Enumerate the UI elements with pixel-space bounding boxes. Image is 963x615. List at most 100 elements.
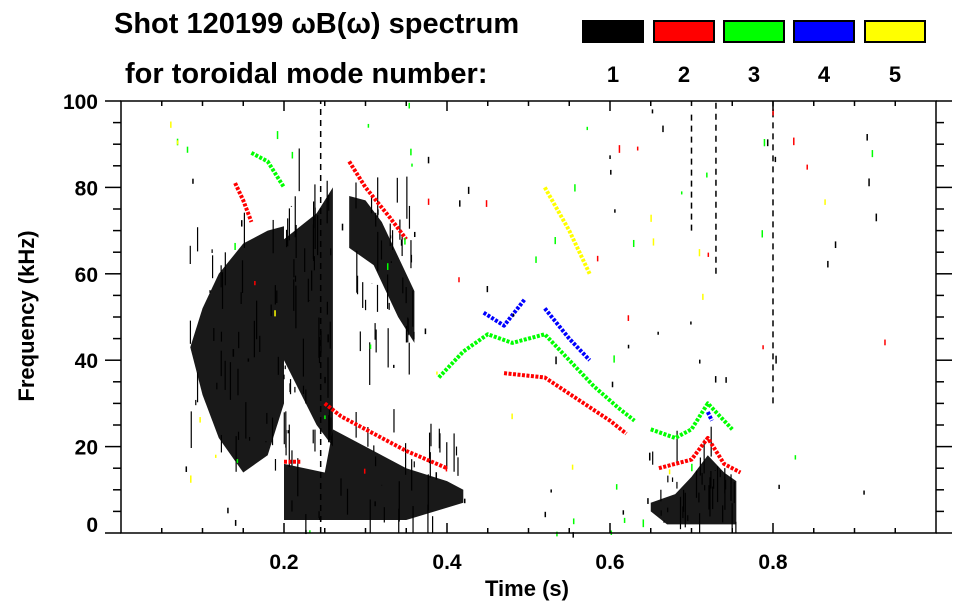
legend-label-mode-2: 2	[677, 62, 691, 87]
y-tick-label: 20	[75, 437, 98, 460]
mode-1-speckle	[185, 466, 188, 472]
mode-1-speckle	[324, 376, 326, 384]
mode-2-speckle	[254, 281, 256, 286]
y-tick-label: 40	[75, 350, 98, 373]
mode-3-speckle	[763, 138, 766, 147]
mode-3-speckle	[410, 148, 412, 156]
mode-5-speckle	[698, 249, 701, 257]
legend-swatch-mode-1	[582, 20, 644, 43]
mode-1-speckle	[240, 220, 243, 227]
mode-4-line	[705, 411, 714, 422]
mode-1-speckle	[648, 452, 651, 461]
mode-2-speckle	[707, 252, 710, 257]
mode-5-line	[543, 186, 592, 275]
mode-2-speckle	[485, 200, 488, 207]
mode-1-speckle	[657, 331, 659, 335]
mode-3-speckle	[367, 123, 370, 128]
mode-1-speckle	[247, 358, 250, 362]
mode-1-speckle	[393, 364, 395, 368]
mode-2-speckle	[884, 339, 886, 346]
mode-3-speckle	[642, 519, 645, 528]
mode-3-speckle	[623, 517, 626, 523]
mode-1-speckle	[863, 490, 865, 495]
x-tick-label: 0.2	[269, 551, 298, 574]
y-tick-label: 60	[75, 264, 98, 287]
mode-3-speckle	[309, 530, 311, 534]
mode-1-speckle	[774, 156, 777, 163]
legend-label-mode-5: 5	[888, 62, 902, 87]
y-tick-label: 80	[75, 177, 98, 200]
mode-1-speckle	[467, 186, 470, 194]
mode-1-speckle	[775, 355, 777, 364]
x-tick-label: 0.6	[595, 551, 624, 574]
mode-3-speckle	[535, 256, 537, 263]
x-tick-label: 0.4	[432, 551, 462, 574]
mode-1-speckle	[283, 374, 285, 380]
legend-swatch-mode-2	[653, 20, 715, 43]
mode-1-speckle	[327, 334, 329, 343]
mode-3-speckle	[632, 239, 635, 248]
chart-title: Shot 120199 ωB(ω) spectrum	[114, 8, 520, 40]
mode-3-speckle	[411, 163, 413, 167]
legend-label-mode-4: 4	[817, 62, 831, 87]
mode-5-speckle	[511, 413, 513, 420]
legend-label-mode-1: 1	[606, 62, 620, 87]
mode-3-speckle	[369, 344, 372, 349]
mode-1-speckle	[234, 519, 237, 526]
mode-3-speckle	[680, 191, 683, 195]
mode-3-line	[250, 151, 286, 189]
mode-2-speckle	[596, 255, 599, 262]
mode-3-speckle	[236, 459, 239, 463]
mode-1-speckle	[609, 155, 611, 159]
mode-1-speckle	[778, 484, 780, 489]
mode-4-line	[482, 298, 526, 328]
mode-1-speckle	[544, 511, 547, 518]
y-tick-label: 0	[86, 514, 98, 537]
mode-1-speckle	[651, 109, 654, 114]
mode-3-speckle	[615, 484, 618, 490]
x-axis-label: Time (s)	[485, 576, 569, 601]
mode-2-speckle	[806, 164, 808, 170]
mode-1-speckle	[512, 313, 515, 317]
mode-1-speckle	[827, 260, 829, 268]
mode-1-speckle	[232, 349, 235, 357]
mode-3-line	[650, 401, 734, 440]
legend-swatch-mode-4	[793, 20, 855, 43]
mode-1-speckle	[875, 213, 878, 222]
mode-3-speckle	[324, 415, 326, 420]
mode-3-speckle	[276, 131, 279, 140]
mode-1-speckle	[611, 381, 614, 388]
mode-1-speckle	[614, 209, 616, 213]
mode-1-region	[284, 429, 464, 521]
mode-2-speckle	[793, 137, 795, 146]
mode-1-speckle	[305, 529, 307, 535]
mode-1-speckle	[227, 507, 229, 514]
mode-2-line	[323, 401, 448, 471]
mode-2-line	[503, 371, 628, 436]
chart-subtitle: for toroidal mode number:	[125, 58, 488, 90]
mode-2-speckle	[363, 468, 366, 474]
mode-5-speckle	[170, 121, 172, 128]
mode-1-region	[650, 455, 737, 525]
mode-3-speckle	[761, 230, 764, 238]
mode-1-speckle	[413, 231, 416, 238]
mode-1-speckle	[555, 356, 557, 365]
mode-1-region	[349, 196, 415, 343]
mode-3-speckle	[291, 151, 294, 159]
mode-2-speckle	[618, 145, 621, 153]
legend-label-mode-3: 3	[747, 62, 761, 87]
mode-3-speckle	[586, 126, 589, 131]
mode-1-speckle	[319, 516, 322, 522]
mode-3-speckle	[186, 146, 189, 153]
mode-1-speckle	[435, 472, 438, 480]
mode-3-speckle	[234, 242, 236, 250]
mode-5-speckle	[702, 293, 704, 300]
mode-1-speckle	[866, 134, 868, 141]
mode-1-region	[284, 187, 333, 447]
mode-1-speckle	[699, 359, 701, 364]
mode-1-speckle	[486, 285, 489, 293]
mode-1-speckle	[287, 430, 290, 434]
mode-5-speckle	[668, 469, 671, 475]
mode-2-speckle	[458, 277, 460, 283]
